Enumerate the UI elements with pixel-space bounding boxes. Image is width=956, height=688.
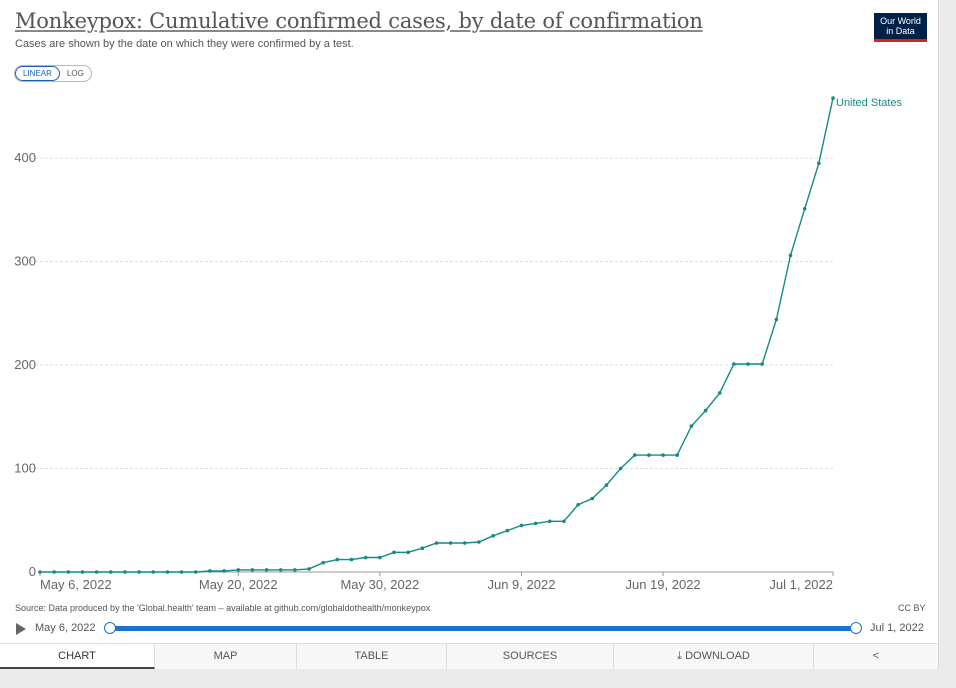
- timeline-end-handle[interactable]: [850, 622, 862, 634]
- data-point: [604, 483, 609, 487]
- data-point: [378, 555, 382, 560]
- log-scale-button[interactable]: LOG: [66, 69, 84, 78]
- data-point: [760, 362, 764, 366]
- data-point: [519, 523, 524, 528]
- data-point: [392, 550, 396, 555]
- data-point: [420, 546, 425, 550]
- tab-share[interactable]: <: [814, 644, 938, 669]
- data-point: [491, 533, 495, 538]
- y-tick-label: 0: [29, 564, 36, 579]
- data-point: [817, 161, 821, 166]
- data-point: [137, 570, 141, 574]
- data-point: [293, 568, 297, 572]
- download-icon: ⤓: [677, 650, 686, 662]
- source-note: Source: Data produced by the 'Global.hea…: [15, 603, 431, 613]
- data-point: [335, 557, 340, 562]
- data-point: [264, 568, 269, 572]
- share-icon: <: [872, 650, 880, 662]
- timeline-track[interactable]: [109, 626, 856, 631]
- chart-frame: Monkeypox: Cumulative confirmed cases, b…: [0, 0, 939, 669]
- line-chart: 0 100 200 300 400 May 6, 2022 May 20, 2022 May …: [14, 96, 903, 592]
- data-point: [463, 541, 467, 545]
- data-point: [38, 570, 42, 574]
- y-tick-label: 400: [14, 150, 36, 165]
- timeline-end-label: Jul 1, 2022: [870, 622, 924, 634]
- data-point: [533, 521, 538, 526]
- owid-logo[interactable]: Our World in Data: [874, 13, 927, 42]
- data-point: [434, 541, 439, 545]
- tab-chart[interactable]: CHART: [0, 644, 155, 669]
- x-tick-label: Jun 19, 2022: [625, 577, 700, 592]
- tab-table[interactable]: TABLE: [297, 644, 447, 669]
- data-point: [732, 362, 736, 366]
- data-point: [151, 570, 156, 574]
- data-point: [675, 453, 680, 457]
- data-point: [547, 519, 552, 524]
- scale-toggle: LINEAR LOG: [14, 65, 92, 82]
- x-tick-label: May 6, 2022: [40, 577, 112, 592]
- chart-title[interactable]: Monkeypox: Cumulative confirmed cases, b…: [15, 9, 703, 33]
- data-point: [236, 568, 241, 572]
- data-point: [406, 550, 410, 555]
- series-line-united-states: [40, 97, 834, 573]
- timeline-start-label: May 6, 2022: [35, 622, 96, 634]
- data-point: [307, 567, 311, 571]
- data-point: [208, 569, 212, 573]
- x-tick-label: May 30, 2022: [340, 577, 419, 592]
- linear-scale-button[interactable]: LINEAR: [15, 66, 60, 81]
- data-point: [278, 568, 283, 572]
- tab-download[interactable]: ⤓ DOWNLOAD: [614, 644, 814, 669]
- data-point: [349, 557, 354, 562]
- data-point: [576, 502, 580, 507]
- data-point: [109, 570, 113, 574]
- data-point: [689, 424, 694, 428]
- data-point: [562, 519, 566, 524]
- data-point: [179, 570, 184, 574]
- series-label: United States: [836, 97, 903, 109]
- tab-map[interactable]: MAP: [155, 644, 297, 669]
- data-point: [165, 570, 170, 574]
- tab-bar: CHART MAP TABLE SOURCES ⤓ DOWNLOAD <: [0, 643, 938, 669]
- data-point: [831, 96, 835, 100]
- data-point: [52, 570, 56, 574]
- x-tick-label: Jun 9, 2022: [487, 577, 555, 592]
- data-point: [321, 560, 326, 565]
- data-point: [477, 540, 481, 544]
- x-tick-label: May 20, 2022: [199, 577, 278, 592]
- license-link[interactable]: CC BY: [898, 603, 926, 613]
- data-point: [618, 466, 623, 471]
- y-tick-label: 100: [14, 461, 36, 476]
- data-point: [632, 453, 637, 457]
- y-tick-label: 200: [14, 357, 36, 372]
- data-point: [717, 391, 722, 395]
- data-point: [80, 570, 85, 574]
- data-point: [746, 362, 750, 366]
- data-point: [802, 206, 807, 211]
- data-point: [590, 496, 595, 501]
- tab-sources[interactable]: SOURCES: [447, 644, 614, 669]
- data-point: [703, 408, 708, 413]
- data-point: [94, 570, 99, 574]
- data-point: [250, 568, 255, 572]
- data-point: [193, 570, 198, 574]
- x-tick-label: Jul 1, 2022: [769, 577, 833, 592]
- logo-line-1: Our World: [880, 16, 921, 26]
- chart-subtitle: Cases are shown by the date on which the…: [15, 38, 354, 50]
- y-tick-label: 300: [14, 254, 36, 269]
- logo-line-2: in Data: [886, 26, 915, 36]
- data-point: [448, 541, 453, 545]
- timeline: May 6, 2022 Jul 1, 2022: [0, 618, 938, 640]
- data-point: [788, 253, 793, 258]
- data-point: [505, 528, 510, 533]
- data-point: [66, 570, 71, 574]
- data-point: [647, 453, 651, 457]
- data-point: [222, 569, 226, 573]
- data-point: [123, 570, 127, 574]
- data-point: [661, 453, 665, 457]
- data-point: [774, 317, 779, 322]
- play-icon[interactable]: [16, 623, 26, 635]
- data-point: [363, 555, 368, 560]
- tab-download-label: DOWNLOAD: [685, 650, 750, 662]
- timeline-start-handle[interactable]: [104, 622, 116, 634]
